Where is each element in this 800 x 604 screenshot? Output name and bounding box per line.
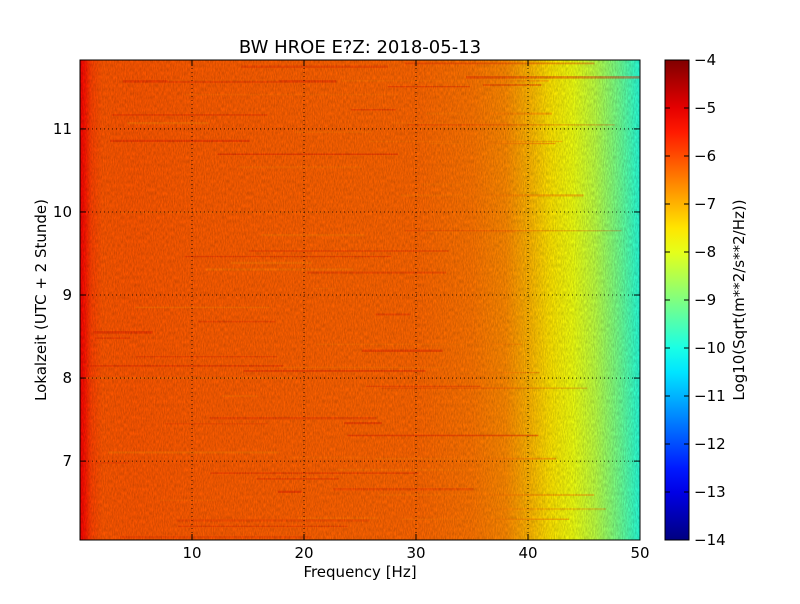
colorbar-tick-label: −14: [694, 531, 726, 549]
colorbar-ticks: −4 −5 −6 −7 −8 −9 −10 −11 −12 −13 −14: [665, 51, 726, 549]
y-tick-label: 8: [62, 369, 72, 387]
colorbar-tick-label: −8: [694, 243, 716, 261]
x-tick-label: 10: [182, 544, 201, 562]
plot-area: [79, 59, 641, 541]
colorbar-tick-label: −5: [694, 99, 716, 117]
colorbar-tick-label: −9: [694, 291, 716, 309]
colorbar-tick-label: −12: [694, 435, 726, 453]
x-tick-label: 50: [630, 544, 649, 562]
x-tick-label: 40: [518, 544, 537, 562]
colorbar-tick-label: −10: [694, 339, 726, 357]
x-tick-label: 30: [406, 544, 425, 562]
heatmap-texture: [80, 60, 640, 540]
x-tick-label: 20: [294, 544, 313, 562]
colorbar: −4 −5 −6 −7 −8 −9 −10 −11 −12 −13 −14 Log10(Sqrt(m…: [664, 51, 748, 549]
y-axis-label: Lokalzeit (UTC + 2 Stunde): [32, 199, 50, 401]
colorbar-label: Log10(Sqrt(m**2/s**2/Hz)): [730, 199, 748, 400]
y-tick-label: 7: [62, 452, 72, 470]
chart-title: BW HROE E?Z: 2018-05-13: [239, 37, 481, 58]
x-axis: 10 20 30 40 50: [182, 60, 650, 562]
y-tick-label: 9: [62, 286, 72, 304]
colorbar-tick-label: −13: [694, 483, 726, 501]
colorbar-tick-label: −6: [694, 147, 716, 165]
colorbar-tick-label: −4: [694, 51, 716, 69]
plot-frame: [79, 59, 641, 541]
grid-lines: [80, 60, 640, 540]
y-tick-label: 11: [53, 120, 72, 138]
y-tick-label: 10: [53, 203, 72, 221]
colorbar-tick-label: −7: [694, 195, 716, 213]
x-axis-label: Frequency [Hz]: [303, 563, 416, 581]
y-axis: 7 8 9 10 11: [53, 120, 640, 470]
colorbar-tick-label: −11: [694, 387, 726, 405]
